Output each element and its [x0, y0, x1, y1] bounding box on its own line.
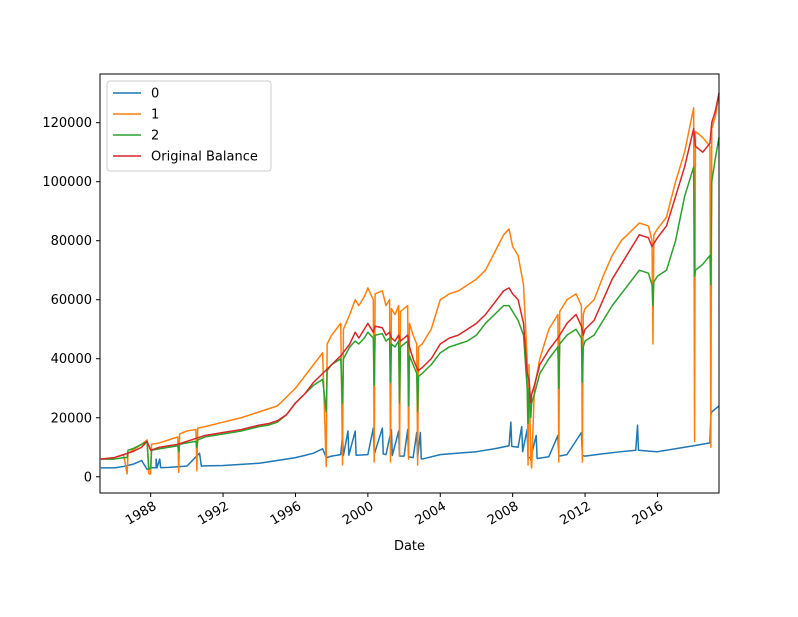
y-axis: 0 20000 40000 60000 80000 100000 120000	[42, 116, 100, 485]
y-tick-label: 20000	[51, 411, 92, 426]
y-tick-label: 80000	[51, 234, 92, 249]
y-tick-label: 0	[84, 470, 92, 485]
legend-entry: 2	[151, 129, 159, 144]
y-tick-label: 60000	[51, 293, 92, 308]
series-line-1	[100, 93, 720, 475]
y-tick-label: 100000	[42, 175, 92, 190]
y-tick-label: 40000	[51, 352, 92, 367]
x-axis-label: Date	[394, 539, 425, 554]
series-line-3	[100, 93, 720, 460]
y-tick-label: 120000	[42, 116, 92, 131]
legend-entry: 1	[151, 108, 159, 123]
legend-entry: Original Balance	[151, 150, 258, 165]
series-line-2	[100, 137, 720, 471]
plot-frame	[99, 73, 720, 494]
legend-box	[106, 80, 272, 172]
series-layer	[100, 93, 720, 475]
legend: 0 1 2 Original Balance	[106, 80, 272, 172]
legend-entry: 0	[151, 87, 159, 102]
